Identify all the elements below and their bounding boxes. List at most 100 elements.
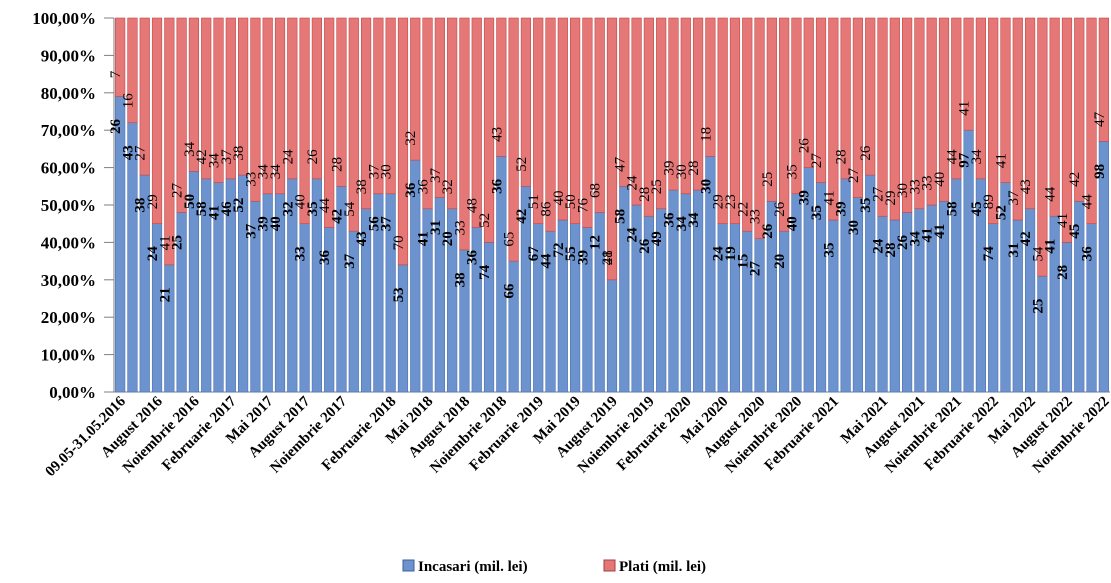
data-label-plati: 52 [477,213,493,228]
bar-plati [779,17,790,232]
y-tick-label: 40,00% [41,233,96,252]
data-label-incasari: 35 [305,201,321,216]
data-label-incasari: 15 [735,254,751,269]
data-label-plati: 35 [784,164,800,179]
bar-plati [852,17,864,198]
y-tick-label: 60,00% [41,159,96,178]
data-label-incasari: 26 [760,223,776,239]
bar-plati [963,17,974,131]
data-label-incasari: 26 [895,234,911,250]
data-label-incasari: 36 [403,182,419,198]
data-label-incasari: 35 [858,198,874,213]
data-label-plati: 44 [1080,194,1096,210]
data-label-incasari: 31 [1006,242,1022,257]
data-label-plati: 34 [182,141,198,157]
data-label-incasari: 58 [612,209,628,224]
data-label-incasari: 37 [243,223,259,239]
data-label-plati: 34 [268,164,284,180]
data-label-plati: 30 [674,164,690,179]
data-label-incasari: 28 [1055,265,1071,280]
bar-plati [508,17,519,262]
bar-plati [692,17,704,191]
data-label-plati: 41 [157,235,173,250]
data-label-plati: 16 [120,93,136,109]
bar-plati [287,17,298,180]
bar-plati [680,17,691,195]
legend: Incasari (mil. lei) Plati (mil. lei) [402,559,706,575]
bar-plati [619,17,630,187]
data-label-plati: 41 [957,101,973,116]
data-label-plati: 30 [379,164,395,179]
bar-plati [434,17,445,198]
bar-plati [373,17,384,195]
data-label-incasari: 37 [379,216,395,232]
data-label-incasari: 33 [293,246,309,261]
bar-plati [840,17,851,180]
bar-plati [385,17,396,195]
data-label-plati: 29 [711,194,727,209]
data-label-plati: 38 [354,179,370,194]
data-label-plati: 33 [243,172,259,187]
data-label-incasari: 67 [526,246,542,262]
bar-plati [311,17,322,180]
data-label-incasari: 34 [686,212,702,228]
data-label-plati: 27 [871,186,887,202]
data-label-incasari: 36 [1080,246,1096,262]
data-label-plati: 86 [539,201,555,217]
bar-plati [951,17,962,180]
bar-plati [533,17,544,224]
data-label-incasari: 41 [920,228,936,243]
bar-plati [1024,17,1036,210]
data-label-incasari: 74 [477,264,493,280]
data-label-incasari: 24 [871,238,887,254]
bar-plati [766,17,777,202]
data-label-incasari: 43 [354,231,370,246]
bar-plati [803,17,814,168]
bar-plati [729,17,741,224]
data-label-plati: 28 [834,149,850,164]
bar-plati [791,17,802,195]
bar-plati [250,17,261,202]
data-label-plati: 43 [489,127,505,142]
data-label-incasari: 74 [981,246,997,262]
data-label-incasari: 25 [170,235,186,250]
data-label-incasari: 66 [502,283,518,299]
data-label-incasari: 49 [649,231,665,246]
data-label-plati: 44 [317,197,333,213]
bar-plati [1098,17,1109,142]
data-label-incasari: 20 [440,231,456,246]
data-label-incasari: 58 [194,201,210,216]
data-label-incasari: 46 [219,201,235,217]
bar-plati [988,17,999,224]
data-label-incasari: 34 [674,216,690,232]
data-label-incasari: 45 [969,201,985,216]
y-tick-label: 50,00% [41,196,96,215]
data-label-plati: 23 [723,194,739,209]
data-label-incasari: 72 [551,242,567,257]
data-label-incasari: 45 [1067,224,1083,239]
data-label-incasari: 41 [1043,239,1059,254]
bar-plati [582,17,593,228]
bar-plati [668,17,679,191]
data-label-incasari: 58 [944,201,960,216]
data-label-plati: 37 [366,164,382,180]
data-label-plati: 42 [194,149,210,164]
data-label-plati: 52 [514,157,530,172]
y-tick-label: 70,00% [41,121,96,140]
y-tick-label: 30,00% [41,271,96,290]
data-label-plati: 41 [1055,213,1071,228]
data-label-incasari: 39 [575,250,591,265]
y-tick-label: 90,00% [41,46,96,65]
data-label-plati: 39 [661,161,677,176]
bar-plati [201,17,212,180]
bar-plati [397,17,409,266]
bar-plati [299,17,310,224]
data-label-plati: 70 [391,235,407,250]
data-label-plati: 65 [502,232,518,247]
data-label-plati: 47 [1092,111,1108,127]
bar-incasari [483,242,495,393]
data-label-plati: 33 [907,179,923,194]
bar-plati [631,17,642,206]
